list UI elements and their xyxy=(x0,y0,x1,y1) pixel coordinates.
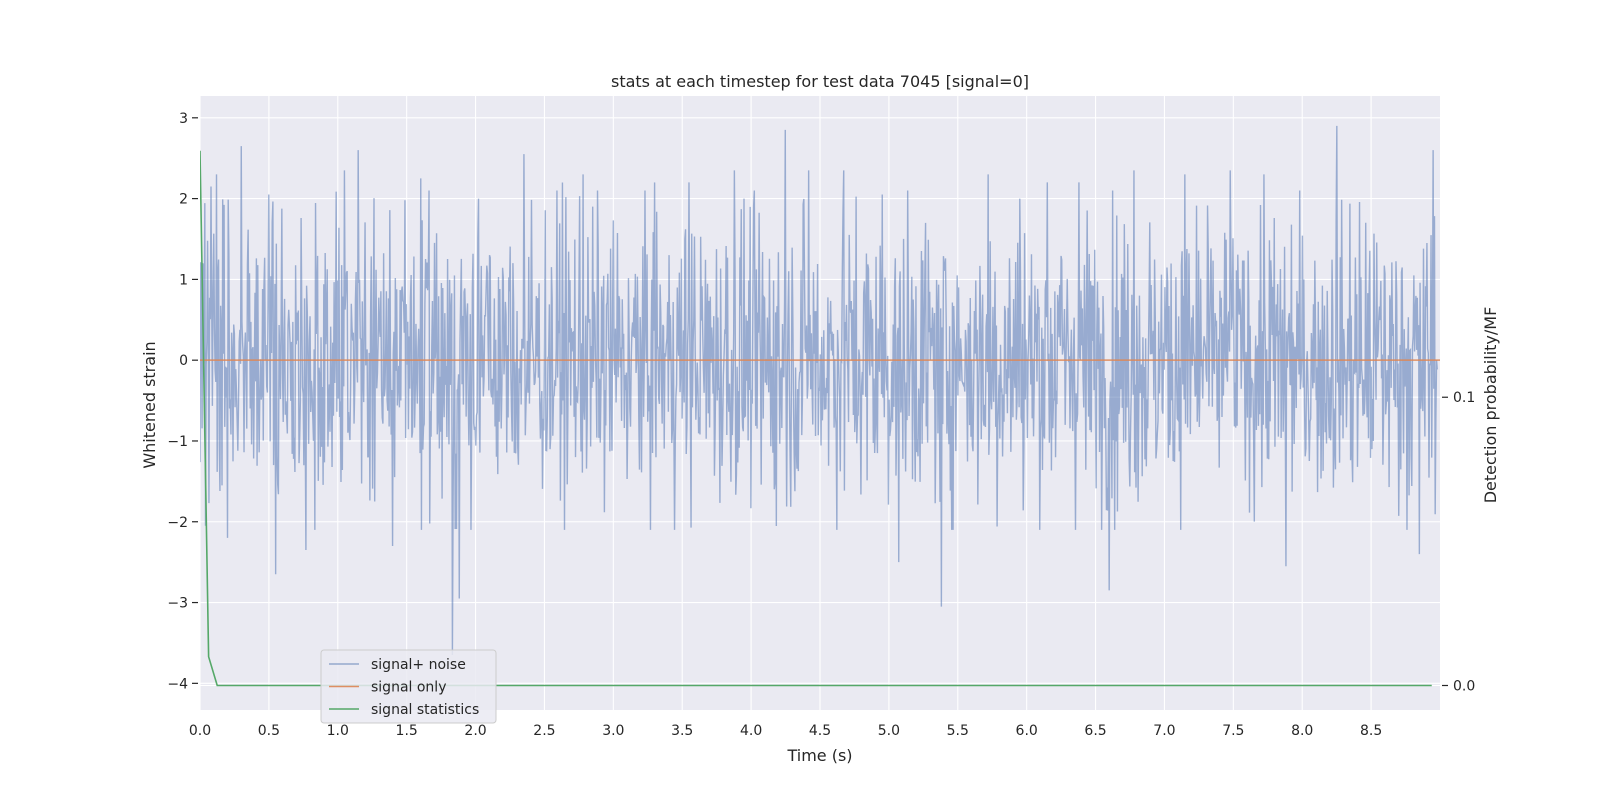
legend-entry: signal+ noise xyxy=(371,657,466,673)
plot-series xyxy=(200,125,1440,687)
y2-tick-label: 0.0 xyxy=(1453,678,1475,694)
x-tick-label: 5.0 xyxy=(878,723,900,739)
x-tick-label: 4.5 xyxy=(809,723,831,739)
y-tick-label: 1 xyxy=(179,272,188,288)
y-tick-label: 2 xyxy=(179,192,188,208)
x-tick-label: 6.0 xyxy=(1016,723,1038,739)
x-tick-label: 0.0 xyxy=(189,723,211,739)
x-tick-label: 6.5 xyxy=(1084,723,1106,739)
y-tick-label: 3 xyxy=(179,111,188,127)
ticks: 0.0 0.5 1.0 1.5 2.0 2.5 3.0 3.5 4.0 4.5 5.0 5.5 6.0 6… xyxy=(167,111,1475,739)
x-tick-label: 3.5 xyxy=(671,723,693,739)
y-tick-label: −3 xyxy=(167,596,188,612)
x-tick-label: 8.0 xyxy=(1291,723,1313,739)
x-axis-label: Time (s) xyxy=(786,746,852,765)
y2-axis-label: Detection probability/MF xyxy=(1481,307,1500,504)
x-tick-label: 3.0 xyxy=(602,723,624,739)
x-tick-label: 7.5 xyxy=(1222,723,1244,739)
x-tick-label: 4.0 xyxy=(740,723,762,739)
y-tick-label: −2 xyxy=(167,515,188,531)
x-tick-label: 2.5 xyxy=(533,723,555,739)
legend-box xyxy=(320,649,497,724)
x-tick-label: 1.0 xyxy=(327,723,349,739)
series-signal-noise-line xyxy=(200,125,1438,656)
legend: signal+ noise signal only signal statistic… xyxy=(320,649,497,724)
y-tick-label: 0 xyxy=(179,353,188,369)
y-tick-label: −4 xyxy=(167,676,188,692)
chart-title: stats at each timestep for test data 704… xyxy=(611,72,1029,91)
y-tick-label: −1 xyxy=(167,434,188,450)
x-tick-label: 1.5 xyxy=(396,723,418,739)
x-tick-label: 8.5 xyxy=(1360,723,1382,739)
series-signal-statistics-line xyxy=(200,150,1432,687)
legend-entry: signal only xyxy=(371,680,446,696)
x-tick-label: 5.5 xyxy=(947,723,969,739)
x-tick-label: 0.5 xyxy=(258,723,280,739)
y2-tick-label: 0.1 xyxy=(1453,390,1475,406)
legend-entry: signal statistics xyxy=(371,702,479,718)
y-axis-label: Whitened strain xyxy=(140,341,159,468)
x-tick-label: 7.0 xyxy=(1153,723,1175,739)
x-tick-label: 2.0 xyxy=(464,723,486,739)
